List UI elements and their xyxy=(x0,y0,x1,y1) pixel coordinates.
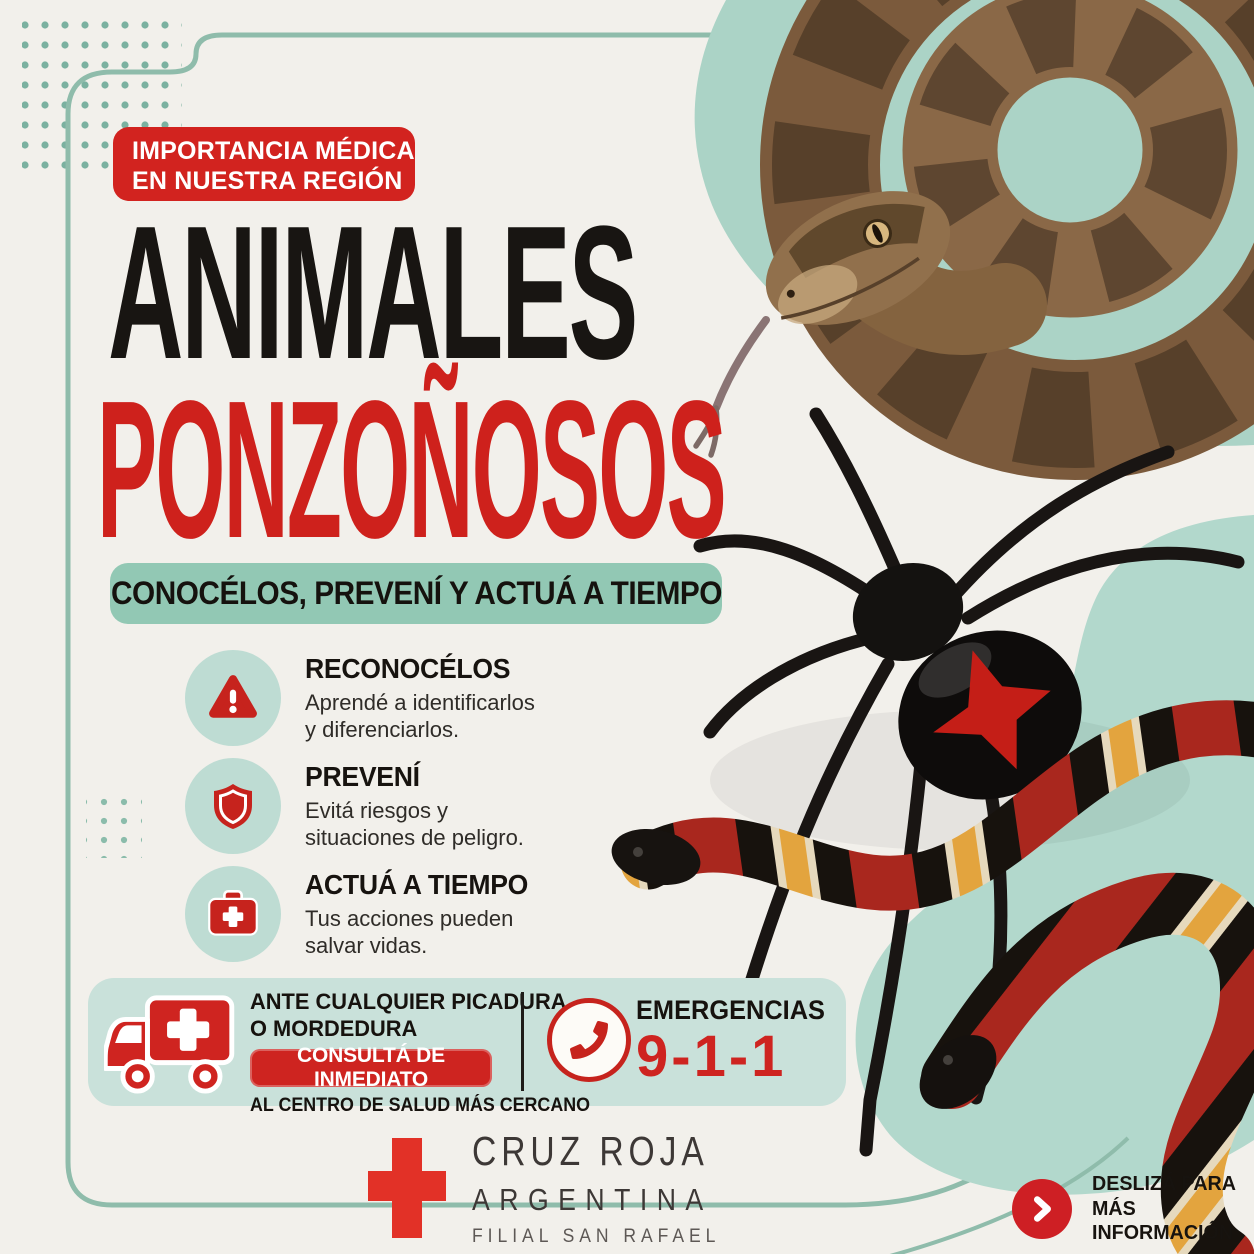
list-item-reconocelos: RECONOCÉLOS Aprendé a identificarlos y d… xyxy=(185,650,535,746)
rattlesnake-photo xyxy=(693,0,1254,480)
coral-snakes-photo xyxy=(611,700,1254,1254)
page-title-line2: PONZOÑOSOS xyxy=(97,360,727,579)
item-body: Aprendé a identificarlos y diferenciarlo… xyxy=(305,690,535,742)
emergency-heading: ANTE CUALQUIER PICADURA O MORDEDURA xyxy=(250,989,567,1041)
warning-triangle-icon xyxy=(185,650,281,746)
swipe-cta: DESLIZÁ PARA MÁS INFORMACIÓN xyxy=(1012,1172,1254,1246)
logo-line2: ARGENTINA xyxy=(472,1182,713,1217)
list-item-actua: ACTUÁ A TIEMPO Tus acciones pueden salva… xyxy=(185,866,540,962)
vertical-divider xyxy=(521,992,524,1091)
swipe-text: DESLIZÁ PARA MÁS INFORMACIÓN xyxy=(1092,1172,1236,1245)
cruz-roja-logo: CRUZ ROJA ARGENTINA FILIAL SAN RAFAEL xyxy=(368,1128,761,1248)
item-body: Tus acciones pueden salvar vidas. xyxy=(305,906,514,958)
emergency-label: EMERGENCIAS xyxy=(636,995,825,1025)
item-title: ACTUÁ A TIEMPO xyxy=(305,869,529,900)
item-title: RECONOCÉLOS xyxy=(305,653,511,684)
chevron-right-icon[interactable] xyxy=(1012,1178,1072,1239)
emergency-number: 9-1-1 xyxy=(636,1024,787,1089)
first-aid-kit-icon xyxy=(185,866,281,962)
emergency-banner: ANTE CUALQUIER PICADURA O MORDEDURA CONS… xyxy=(88,978,846,1116)
list-item-preveni: PREVENÍ Evitá riesgos y situaciones de p… xyxy=(185,758,524,854)
subtitle-banner: CONOCÉLOS, PREVENÍ Y ACTUÁ A TIEMPO xyxy=(110,563,722,624)
logo-line1: CRUZ ROJA xyxy=(472,1128,709,1174)
logo-line3: FILIAL SAN RAFAEL xyxy=(472,1225,721,1247)
dot-grid-mid-left xyxy=(86,788,142,858)
emergency-note: AL CENTRO DE SALUD MÁS CERCANO xyxy=(250,1095,591,1117)
snake-tongue xyxy=(693,316,770,458)
item-body: Evitá riesgos y situaciones de peligro. xyxy=(305,798,524,850)
consult-button[interactable]: CONSULTÁ DE INMEDIATO xyxy=(250,1044,492,1091)
ambulance-icon xyxy=(102,992,236,1099)
red-hourglass-mark xyxy=(933,650,1051,770)
subtitle-text: CONOCÉLOS, PREVENÍ Y ACTUÁ A TIEMPO xyxy=(110,575,722,611)
page-title-line1: ANIMALES xyxy=(108,187,638,399)
importance-badge: IMPORTANCIA MÉDICA EN NUESTRA REGIÓN xyxy=(113,127,415,201)
phone-icon[interactable] xyxy=(547,998,631,1082)
shield-icon xyxy=(185,758,281,854)
red-cross-icon xyxy=(368,1138,446,1238)
item-title: PREVENÍ xyxy=(305,761,420,792)
